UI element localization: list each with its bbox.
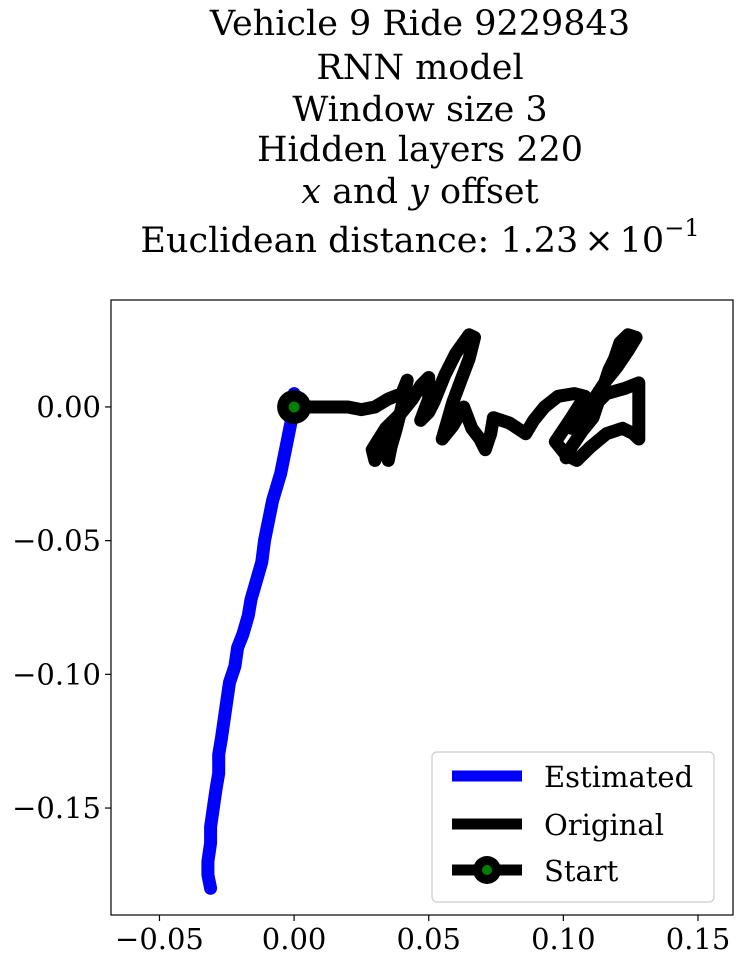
title-offset-rest: offset xyxy=(429,172,539,212)
title-distance-exponent: −1 xyxy=(664,214,699,242)
title-line-2: RNN model xyxy=(316,48,523,88)
x-tick-label: −0.05 xyxy=(115,922,204,956)
title-line-1: Vehicle 9 Ride 9229843 xyxy=(209,4,630,44)
legend-label-start: Start xyxy=(544,854,619,888)
axes-frame xyxy=(110,299,734,916)
title-offset-y: y xyxy=(407,172,430,212)
x-tick-label: 0.00 xyxy=(262,922,327,956)
x-tick-label: 0.05 xyxy=(396,922,461,956)
title-line-3: Window size 3 xyxy=(292,90,547,130)
start-marker-center xyxy=(288,401,300,413)
series-line-original xyxy=(287,328,646,467)
legend-swatch-start-center xyxy=(482,865,492,875)
title-distance-mantissa: 1.23 xyxy=(500,221,578,261)
legend-label-estimated: Estimated xyxy=(544,760,693,794)
x-tick-label: 0.15 xyxy=(666,922,731,956)
title-distance-times: × xyxy=(584,221,613,261)
x-tick-label: 0.10 xyxy=(531,922,596,956)
y-tick-label: −0.15 xyxy=(12,791,101,825)
legend-label-original: Original xyxy=(544,808,664,842)
title-distance-prefix: Euclidean distance: xyxy=(140,221,500,261)
title-line-5: x and y offset xyxy=(301,172,538,212)
title-distance-base: 10 xyxy=(620,221,665,261)
title-offset-x: x xyxy=(301,172,321,212)
chart-title: Vehicle 9 Ride 9229843 RNN model Window … xyxy=(140,4,699,261)
plot-area: −0.05 0.00 0.05 0.10 0.15 0.00 −0.05 −0.10 −0.1… xyxy=(12,299,734,956)
y-tick-label: −0.05 xyxy=(12,524,101,558)
x-axis: −0.05 0.00 0.05 0.10 0.15 xyxy=(115,915,730,956)
title-offset-and: and xyxy=(321,172,409,212)
series-line-estimated xyxy=(201,387,301,895)
title-line-6: Euclidean distance: 1.23 × 10−1 xyxy=(140,214,699,261)
series-layer xyxy=(201,328,646,895)
y-axis: 0.00 −0.05 −0.10 −0.15 xyxy=(12,390,111,825)
y-tick-label: 0.00 xyxy=(36,390,101,424)
title-line-4: Hidden layers 220 xyxy=(257,130,583,170)
legend: Estimated Original Start xyxy=(431,751,715,903)
y-tick-label: −0.10 xyxy=(12,657,101,691)
